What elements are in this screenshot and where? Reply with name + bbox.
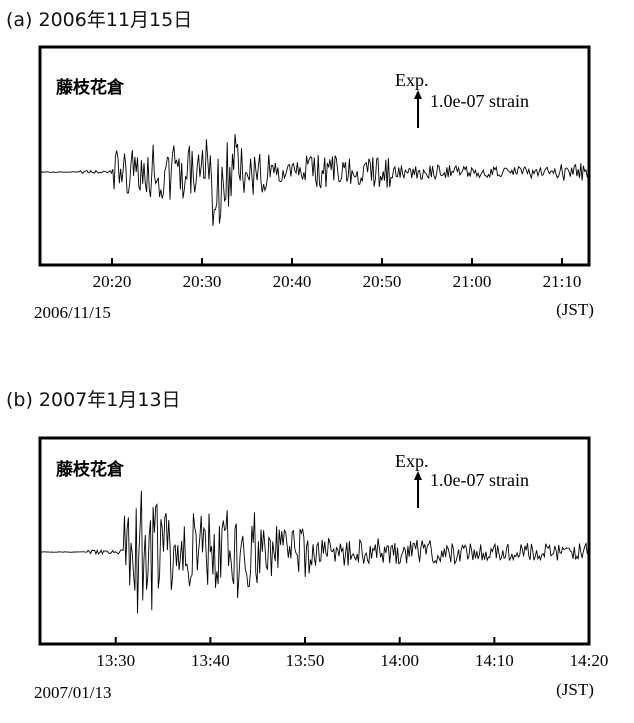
- strain-chart-a: 藤枝花倉 Exp. 1.0e-07 strain 20:20 20:30 20:40…: [34, 45, 594, 322]
- strain-waveform: [39, 490, 588, 614]
- scale-label-top: Exp.: [395, 451, 429, 471]
- scale-label-top: Exp.: [395, 70, 429, 90]
- x-tick-label: 13:30: [96, 651, 135, 670]
- scale-label: 1.0e-07 strain: [430, 470, 529, 490]
- plot-frame: [38, 436, 591, 646]
- x-axis-unit: (JST): [556, 680, 594, 699]
- date-label: 2007/01/13: [34, 683, 111, 702]
- x-axis-ticks: 13:30 13:40 13:50 14:00 14:10 14:20: [96, 637, 608, 670]
- chart-title: (a) 2006年11月15日: [6, 9, 193, 31]
- x-tick-label: 20:30: [183, 272, 222, 291]
- x-tick-label: 13:50: [286, 651, 325, 670]
- x-tick-label: 14:10: [475, 651, 514, 670]
- scale-arrow-head: [414, 471, 422, 480]
- station-label: 藤枝花倉: [56, 77, 125, 98]
- panel-a: (a) 2006年11月15日 藤枝花倉 Exp. 1.0e-07 strain…: [0, 0, 634, 340]
- x-tick-label: 21:00: [453, 272, 492, 291]
- strain-chart-b: 藤枝花倉 Exp. 1.0e-07 strain 13:30 13:40 13:50…: [34, 436, 608, 702]
- x-axis-unit: (JST): [556, 300, 594, 319]
- x-tick-label: 13:40: [191, 651, 230, 670]
- x-tick-label: 14:00: [380, 651, 419, 670]
- scale-arrow-head: [414, 90, 422, 99]
- x-tick-label: 21:10: [543, 272, 582, 291]
- x-tick-label: 14:20: [570, 651, 609, 670]
- panel-b: (b) 2007年1月13日 藤枝花倉 Exp. 1.0e-07 strain …: [0, 380, 634, 720]
- x-tick-label: 20:40: [273, 272, 312, 291]
- scale-label: 1.0e-07 strain: [430, 91, 529, 111]
- x-tick-label: 20:50: [363, 272, 402, 291]
- station-label: 藤枝花倉: [56, 459, 125, 480]
- strain-waveform: [39, 134, 588, 226]
- date-label: 2006/11/15: [34, 303, 111, 322]
- plot-frame: [38, 45, 591, 267]
- chart-title: (b) 2007年1月13日: [6, 389, 181, 411]
- x-tick-label: 20:20: [93, 272, 132, 291]
- x-axis-ticks: 20:20 20:30 20:40 20:50 21:00 21:10: [93, 258, 582, 291]
